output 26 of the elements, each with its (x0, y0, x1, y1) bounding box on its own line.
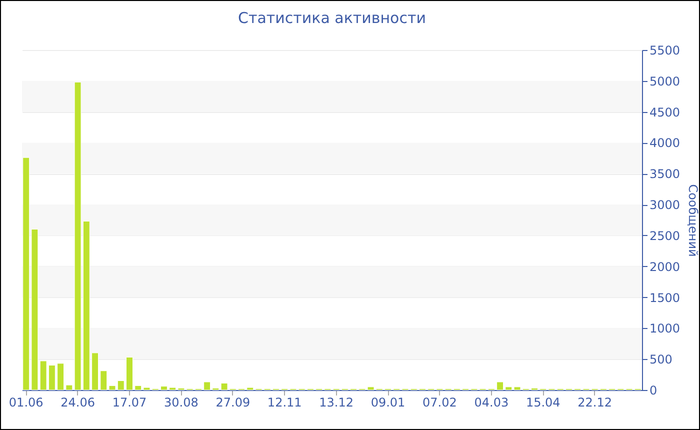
y-tick-label: 1000 (650, 322, 680, 336)
y-tick-label: 4500 (650, 105, 680, 120)
x-tick-label: 30.08 (164, 396, 198, 410)
y-tick-label: 3500 (650, 167, 680, 182)
y-tick-label: 4000 (650, 136, 680, 150)
chart-title: Статистика активности (238, 9, 426, 27)
y-axis-title: Сообщений (686, 184, 700, 257)
y-tick-label: 2500 (650, 228, 680, 243)
x-tick-label: 17.07 (112, 396, 147, 410)
y-tick-label: 5500 (650, 44, 680, 58)
x-tick-label: 09.01 (370, 396, 406, 410)
y-tick-label: 5000 (650, 74, 680, 88)
y-tick-label: 2000 (650, 260, 680, 274)
x-tick-label: 27.09 (216, 396, 250, 410)
x-tick-label: 22.12 (578, 396, 612, 410)
y-tick-label: 1500 (650, 290, 680, 305)
x-tick-label: 15.04 (526, 396, 560, 410)
y-tick-label: 500 (650, 352, 672, 367)
x-tick-label: 01.06 (8, 396, 44, 410)
y-tick-label: 0 (650, 384, 658, 398)
y-tick-label: 3000 (650, 198, 680, 212)
x-tick-label: 07.02 (422, 396, 457, 410)
x-tick-label: 04.03 (474, 396, 509, 410)
x-tick-label: 24.06 (60, 396, 95, 410)
x-tick-label: 13.12 (319, 396, 354, 410)
x-tick-label: 12.11 (267, 396, 302, 410)
